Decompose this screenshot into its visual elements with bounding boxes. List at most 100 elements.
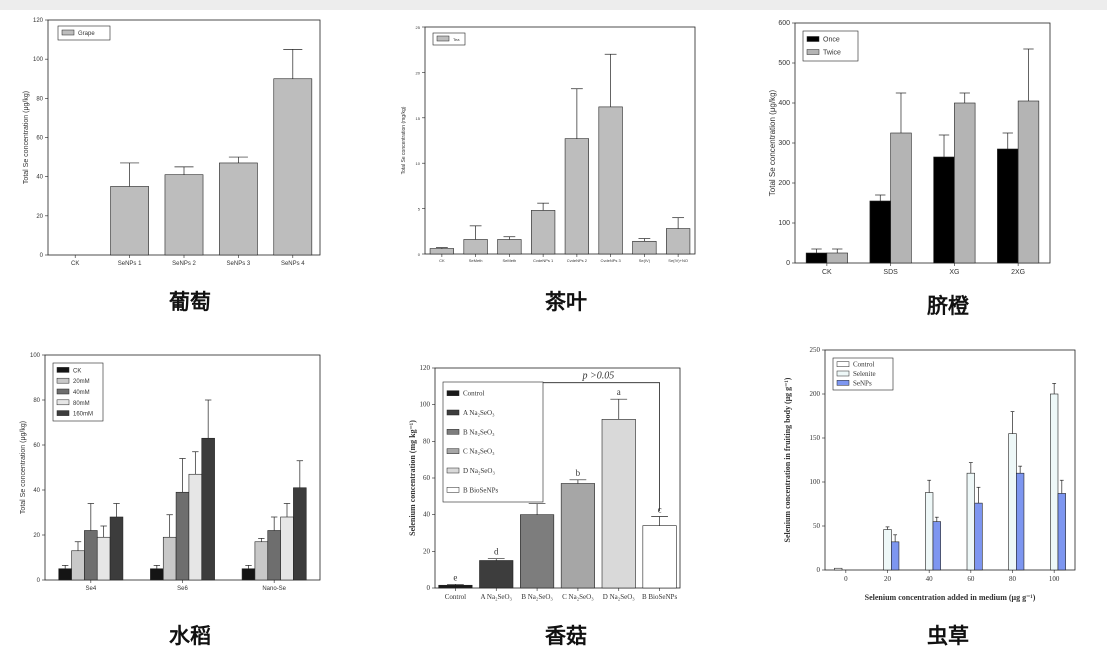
legend-swatch [446, 409, 460, 416]
x-tick-label: B Na₂SeO₃ [521, 593, 553, 601]
legend-label: Grape [78, 31, 95, 37]
y-tick-label: 20 [416, 70, 421, 75]
bar [869, 200, 891, 264]
bar [241, 568, 256, 581]
bar [164, 174, 204, 256]
legend-label: B BioSeNPs [463, 486, 498, 494]
bar [267, 530, 281, 581]
bar [201, 437, 215, 581]
x-tick-label: SDS [883, 269, 898, 276]
y-axis-label: Total Se concentration (μg/kg) [20, 421, 27, 514]
y-tick-label: 100 [420, 401, 431, 409]
y-tick-label: 40 [423, 511, 431, 519]
bar [834, 567, 843, 571]
bar [925, 492, 934, 571]
bar [1008, 433, 1017, 571]
x-tick-label: CK [71, 261, 79, 267]
bracket [536, 382, 660, 511]
bar [58, 568, 72, 581]
x-tick-label: Se(IV)+NO [668, 258, 688, 263]
legend-label: SeNPs [853, 379, 872, 387]
y-tick-label: 60 [423, 474, 431, 482]
y-tick-label: 600 [778, 20, 790, 27]
bar [601, 419, 636, 589]
legend-label: C Na₂SeO₃ [463, 448, 495, 456]
chart-svg: 0 20 40 60 80 100 120 Selenium concentration (m… [408, 364, 681, 601]
x-tick-label: XG [949, 269, 959, 276]
y-tick-label: 60 [36, 136, 43, 142]
chart-svg: 0 100 200 300 400 500 600 Total Se concentratio… [768, 20, 1051, 276]
bar [954, 102, 976, 264]
legend-swatch [836, 361, 850, 367]
legend-swatch [806, 49, 820, 55]
legend-swatch [56, 388, 70, 395]
bar [71, 550, 85, 581]
bar [219, 162, 258, 256]
y-tick-label: 20 [423, 547, 431, 555]
bar [188, 473, 203, 581]
x-tick-label: SeMeth [502, 258, 516, 263]
bar [598, 106, 623, 255]
legend-label: CK [73, 368, 81, 374]
caption-cordyceps: 虫草 [927, 624, 969, 648]
bar [96, 536, 111, 581]
significance-letter: d [494, 547, 499, 557]
x-tick-label: CvdeNPs 1 [533, 258, 554, 263]
bar [1016, 472, 1025, 571]
legend-label: Control [853, 361, 874, 369]
x-tick-label: CK [439, 258, 445, 263]
y-tick-label: 5 [418, 207, 421, 212]
y-tick-label: 100 [30, 353, 41, 359]
bar [632, 240, 657, 255]
chart-svg: 0 20 40 60 80 100 120 Total Se concentration (μ… [23, 18, 321, 267]
legend-box [57, 25, 111, 41]
x-tick-label: SeNPs 1 [118, 261, 142, 267]
y-tick-label: 10 [416, 161, 421, 166]
bar [162, 536, 177, 581]
bar [933, 156, 955, 264]
top-bar [0, 0, 1107, 10]
x-tick-label: Control [445, 593, 466, 601]
x-tick-label: Se6 [177, 586, 188, 592]
bar [560, 483, 595, 589]
y-tick-label: 120 [33, 18, 44, 24]
y-tick-label: 20 [33, 533, 40, 539]
x-tick-label: A Na₂SeO₃ [480, 593, 512, 601]
legend-box [442, 381, 544, 503]
y-tick-label: 0 [418, 252, 421, 257]
y-tick-label: 25 [416, 25, 421, 30]
legend-swatch [446, 390, 460, 396]
y-tick-label: 80 [423, 437, 431, 445]
y-tick-label: 80 [33, 398, 40, 404]
bar [826, 252, 848, 264]
x-tick-label: 80 [1009, 575, 1017, 583]
legend-label: A Na₂SeO₃ [463, 409, 495, 417]
legend-swatch [836, 380, 850, 386]
bar [666, 228, 691, 255]
legend-swatch [836, 370, 850, 377]
bar [175, 491, 190, 581]
legend-label: 40mM [73, 390, 90, 396]
y-tick-label: 200 [778, 180, 790, 187]
x-tick-label: SeNPs 4 [281, 261, 305, 267]
y-tick-label: 500 [778, 60, 790, 67]
caption-navel-orange: 脐橙 [927, 294, 969, 318]
y-tick-label: 150 [810, 434, 821, 442]
bar [280, 516, 294, 581]
y-axis-label: Selenium concentration (mg kg⁻¹) [408, 420, 417, 536]
bar [429, 248, 454, 255]
y-axis-label: Total Se concentration (mg/kg) [401, 106, 407, 174]
legend-swatch [56, 377, 70, 384]
bar [805, 252, 828, 264]
x-tick-label: SeNPs 2 [172, 261, 196, 267]
chart-navel-orange: 0 100 200 300 400 500 600 Total Se concentratio… [765, 18, 1065, 283]
legend-swatch [446, 448, 460, 454]
legend-label: Once [823, 37, 840, 44]
bar [497, 239, 522, 255]
bar [883, 529, 892, 571]
legend-box [802, 30, 859, 62]
plot-frame [424, 26, 696, 255]
legend-label: Twice [823, 50, 841, 57]
x-tick-label: B BioSeNPs [642, 593, 677, 601]
bar [974, 502, 983, 571]
